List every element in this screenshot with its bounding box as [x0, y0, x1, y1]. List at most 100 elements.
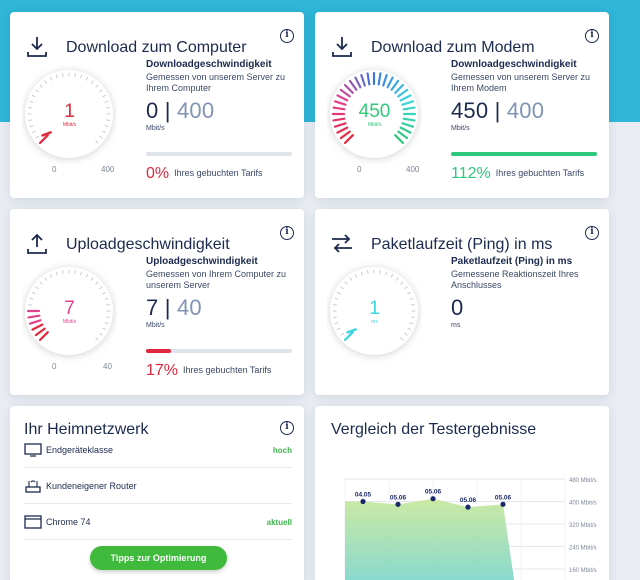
data-point[interactable]: [430, 496, 436, 502]
gauge-tick: [343, 331, 354, 342]
stats-heading: Uploadgeschwindigkeit: [146, 256, 258, 267]
separator: |: [494, 98, 501, 123]
speed-gauge: 7 Mbit/s 0 40: [22, 254, 117, 371]
gauge-tick: [397, 88, 409, 98]
gauge-tick: [29, 125, 34, 128]
tariff-progress-bar: [451, 152, 597, 156]
gauge-min: 0: [52, 165, 57, 174]
gauge-tick: [99, 286, 103, 290]
gauge-needle: [346, 328, 357, 334]
gauge-tick: [404, 332, 408, 336]
separator: |: [164, 98, 171, 123]
percent-text: Ihres gebuchten Tarifs: [183, 365, 272, 375]
data-point[interactable]: [465, 504, 471, 510]
gauge-tick: [38, 331, 49, 342]
ping-icon: [332, 234, 352, 253]
percent-text: Ihres gebuchten Tarifs: [174, 168, 263, 178]
gauge-tick: [333, 100, 347, 106]
stats-description: Gemessen von Ihrem Computer zu unserem S…: [146, 269, 287, 290]
gauge-tick: [386, 76, 394, 89]
info-icon[interactable]: i: [280, 29, 294, 43]
gauge-tick: [409, 322, 414, 325]
list-item-label: Kundeneigener Router: [46, 481, 137, 491]
percent-value: 0%: [146, 165, 170, 182]
gauge-tick: [343, 134, 354, 145]
gauge-tick: [104, 297, 109, 300]
tariff-progress-fill: [451, 152, 597, 156]
gauge-tick: [348, 79, 358, 91]
gauge-tick: [31, 94, 36, 98]
gauge-tick: [390, 79, 400, 91]
list-item: Chrome 74 aktuell: [24, 510, 292, 540]
info-icon[interactable]: i: [280, 226, 294, 240]
optimization-tips-button[interactable]: Tipps zur Optimierung: [90, 546, 227, 570]
measured-value: 0: [146, 98, 159, 123]
gauge-tick: [49, 273, 53, 278]
y-tick-label: 480 Mbit/s: [569, 478, 597, 484]
gauge-tick: [35, 286, 39, 290]
chart-area: [345, 498, 515, 580]
card-title: Download zum Computer: [66, 39, 247, 56]
gauge-tick: [334, 322, 339, 325]
gauge-tick: [85, 76, 89, 81]
gauge-tick: [104, 125, 109, 128]
gauge-value: 450: [358, 101, 391, 122]
tariff-progress-fill: [146, 349, 171, 353]
ping-unit: ms: [451, 322, 461, 329]
info-icon[interactable]: i: [585, 29, 599, 43]
percent-value: 17%: [146, 362, 179, 379]
info-icon[interactable]: i: [585, 226, 599, 240]
percent-text: Ihres gebuchten Tarifs: [495, 168, 585, 178]
data-point[interactable]: [500, 501, 506, 507]
measured-value: 7: [146, 295, 159, 320]
gauge-tick: [29, 297, 34, 300]
gauge-needle: [41, 131, 52, 137]
gauge-tick: [35, 135, 39, 139]
info-icon[interactable]: i: [280, 421, 294, 435]
data-point-label: 05.06: [390, 494, 407, 501]
gauge-tick: [407, 327, 412, 331]
gauge-tick: [95, 281, 99, 285]
gauge-tick: [27, 314, 41, 319]
list-item: Endgeräteklasse hoch: [24, 438, 292, 468]
speed-gauge: 1 Mbit/s 0 400: [22, 57, 117, 174]
gauge-value: 7: [64, 298, 75, 319]
stats: Downloadgeschwindigkeit Gemessen von uns…: [146, 59, 296, 132]
data-point[interactable]: [395, 501, 401, 507]
gauge-max: 40: [103, 362, 112, 371]
gauge-tick: [385, 271, 388, 276]
card-home-network: Ihr Heimnetzwerk i Endgeräteklasse hoch …: [10, 406, 304, 580]
data-point[interactable]: [360, 498, 366, 505]
gauge-tick: [34, 327, 46, 337]
stats-heading: Paketlaufzeit (Ping) in ms: [451, 256, 573, 267]
y-tick-label: 160 Mbit/s: [569, 568, 597, 574]
gauge-tick: [95, 84, 99, 88]
gauge-tick: [344, 281, 348, 285]
gauge-tick: [39, 281, 43, 285]
data-point-label: 04.05: [355, 492, 372, 499]
gauge-tick: [394, 134, 405, 145]
gauge-tick: [332, 117, 346, 122]
gauge-tick: [104, 100, 109, 103]
card-download-computer: Download zum Computer i 1 Mbit/s 0 400 D…: [10, 12, 304, 198]
gauge-tick: [31, 323, 44, 331]
gauge-tick: [31, 130, 36, 134]
gauge-tick: [336, 327, 341, 331]
gauge-tick: [336, 94, 349, 102]
gauge-tick: [397, 130, 409, 140]
speed-readout: 0 | 400: [146, 98, 296, 124]
gauge-tick: [55, 271, 58, 276]
data-point-label: 05.06: [460, 497, 477, 504]
ping-readout: 0: [451, 295, 601, 321]
download-icon: [332, 37, 352, 57]
gauge-tick: [366, 72, 371, 86]
gauge-tick: [35, 89, 39, 93]
card-title: Vergleich der Testergebnisse: [331, 421, 537, 438]
gauge-tick: [349, 277, 353, 281]
speed-readout: 7 | 40: [146, 295, 296, 321]
gauge-tick: [399, 126, 412, 134]
gauge-tick: [39, 84, 43, 88]
gauge-tick: [49, 76, 53, 81]
gauge-tick: [377, 72, 382, 86]
gauge-tick: [29, 100, 34, 103]
